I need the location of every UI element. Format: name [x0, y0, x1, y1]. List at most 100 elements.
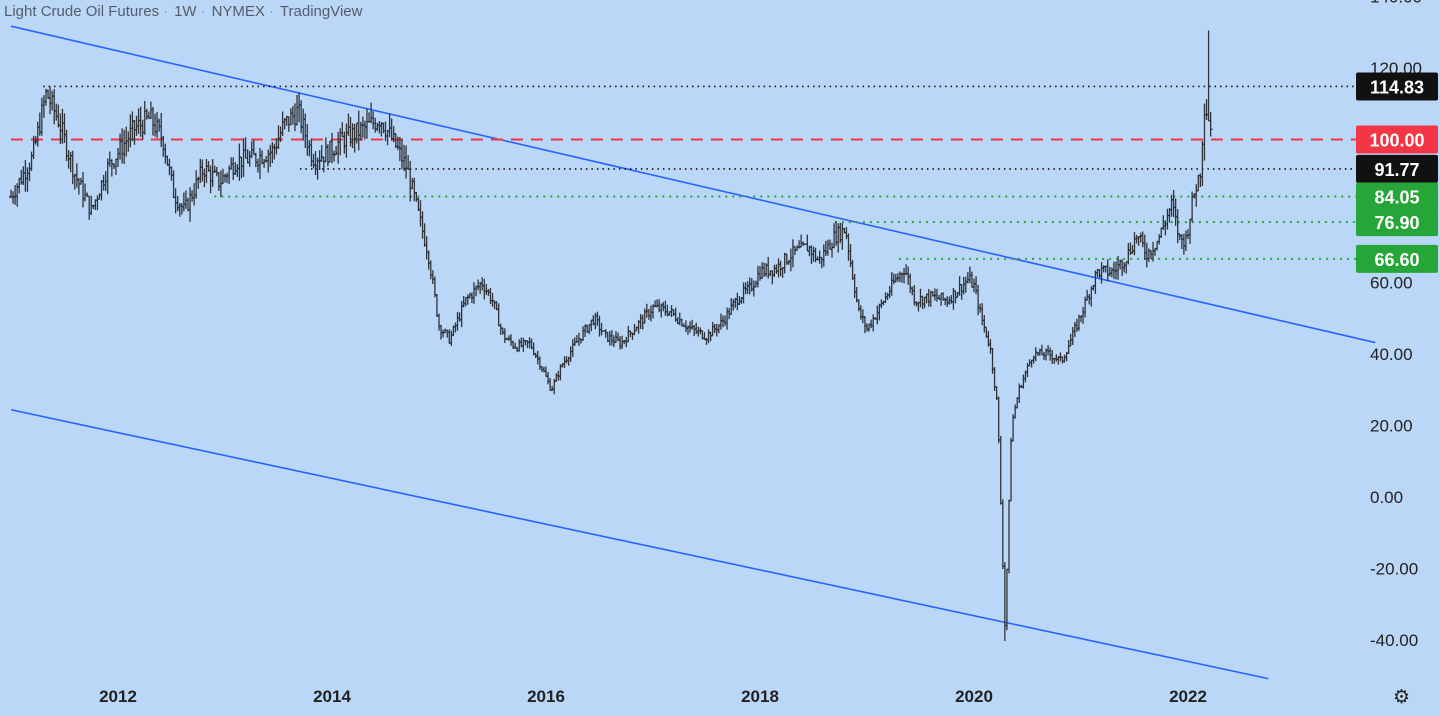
- price-bar: [988, 339, 993, 354]
- price-bar: [537, 356, 542, 370]
- price-bar: [453, 322, 458, 333]
- price-bar: [638, 314, 643, 329]
- symbol-title[interactable]: Light Crude Oil Futures: [4, 3, 160, 20]
- price-bar: [1006, 499, 1011, 574]
- price-bar: [276, 125, 281, 149]
- header-separator: ·: [268, 3, 274, 20]
- price-bar: [1072, 321, 1077, 337]
- price-bar: [325, 144, 330, 167]
- price-bar: [243, 137, 248, 159]
- time-axis[interactable]: 2012 2014 2016 2018 2020 2022: [99, 687, 1207, 706]
- price-bar: [885, 292, 890, 300]
- price-bar: [171, 170, 176, 199]
- price-bar: [1011, 414, 1016, 442]
- price-bar: [155, 112, 160, 138]
- price-bar: [1124, 261, 1129, 274]
- price-bar: [399, 139, 404, 170]
- price-bar: [982, 314, 987, 333]
- price-bar: [350, 123, 355, 149]
- price-bar: [758, 265, 762, 281]
- price-bar: [646, 308, 651, 320]
- price-bar: [1013, 404, 1018, 419]
- price-bar: [266, 149, 271, 173]
- price-bar: [1144, 242, 1149, 268]
- price-bar: [68, 151, 73, 173]
- price-bar: [640, 314, 645, 330]
- price-bar: [177, 202, 182, 217]
- price-bar: [476, 279, 481, 291]
- price-bar: [768, 270, 773, 277]
- price-bar: [945, 296, 950, 308]
- price-bar: [21, 166, 26, 185]
- price-bar: [169, 166, 174, 181]
- price-bar: [200, 159, 205, 182]
- interval-label[interactable]: 1W: [174, 3, 197, 20]
- price-bar: [130, 111, 135, 142]
- price-bar: [811, 246, 816, 262]
- price-bar: [521, 337, 526, 352]
- price-bar: [852, 273, 857, 298]
- price-bar: [340, 122, 345, 138]
- price-bar: [198, 158, 203, 184]
- price-bar: [1132, 232, 1137, 256]
- price-bar: [113, 158, 118, 175]
- price-bar: [609, 330, 614, 346]
- price-bar: [389, 118, 394, 141]
- price-bar: [424, 236, 429, 260]
- price-bar: [488, 287, 493, 305]
- price-bar: [153, 113, 158, 137]
- price-bar: [233, 162, 238, 175]
- price-bar: [1194, 184, 1199, 207]
- price-bar: [729, 298, 734, 315]
- price-bar: [257, 147, 262, 179]
- price-bar: [1004, 568, 1009, 631]
- price-bar: [1167, 208, 1172, 223]
- price-bar: [527, 337, 532, 349]
- trendline-1[interactable]: [10, 25, 1376, 344]
- price-bar: [188, 187, 193, 222]
- price-bar: [1200, 140, 1205, 186]
- price-bar: [235, 164, 240, 177]
- price-bar: [509, 334, 514, 346]
- price-bar: [1208, 112, 1213, 137]
- price-bar: [1089, 286, 1094, 307]
- price-bar: [731, 299, 736, 311]
- price-bar: [745, 281, 750, 295]
- price-bar: [264, 156, 269, 163]
- x-tick-label: 2020: [955, 687, 993, 706]
- price-bar: [214, 166, 219, 177]
- price-bar: [369, 102, 374, 124]
- price-bar: [471, 282, 476, 304]
- price-bar: [116, 148, 120, 167]
- y-tick-label: 20.00: [1370, 417, 1413, 436]
- price-label-91.77: 91.77: [1356, 154, 1438, 183]
- trendline-2[interactable]: [10, 408, 1269, 680]
- price-bar: [362, 120, 367, 140]
- price-bar: [1074, 318, 1079, 332]
- price-bar: [897, 271, 902, 283]
- gear-icon[interactable]: ⚙: [1392, 686, 1410, 708]
- price-bar: [891, 273, 896, 285]
- price-bar: [496, 303, 501, 327]
- price-bar: [387, 113, 392, 138]
- price-bar: [1029, 359, 1034, 368]
- price-bar: [1093, 270, 1098, 295]
- price-bar: [1046, 345, 1051, 356]
- price-bar: [683, 320, 688, 333]
- price-bar: [603, 329, 608, 338]
- price-bar: [581, 326, 586, 341]
- price-label-box: [1356, 72, 1438, 101]
- price-bar: [360, 116, 365, 138]
- price-bar: [327, 140, 332, 163]
- price-bar: [1031, 355, 1036, 364]
- price-bar: [611, 335, 616, 348]
- price-bar: [1171, 189, 1176, 218]
- price-bar: [799, 234, 804, 248]
- price-bar: [241, 138, 246, 177]
- price-bar: [142, 100, 147, 135]
- price-bar: [1126, 242, 1131, 265]
- price-bar: [1039, 344, 1044, 356]
- price-bar: [844, 226, 849, 240]
- price-bar: [52, 88, 57, 125]
